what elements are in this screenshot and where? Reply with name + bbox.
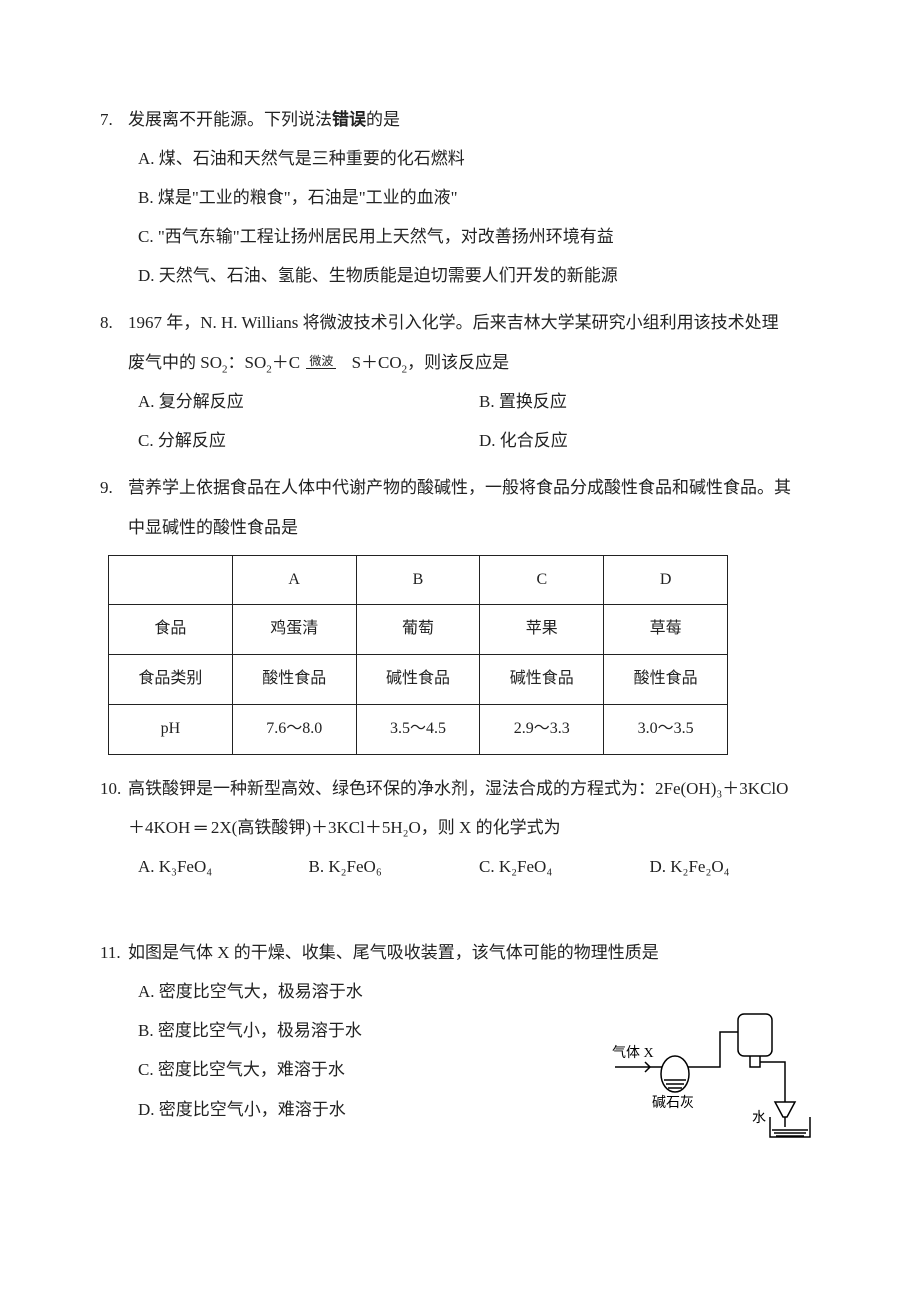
q7-number: 7. <box>100 100 128 139</box>
q7-option-d: D. 天然气、石油、氢能、生物质能是迫切需要人们开发的新能源 <box>138 256 618 295</box>
q7-option-a: A. 煤、石油和天然气是三种重要的化石燃料 <box>138 139 465 178</box>
q10-stem-line1: 高铁酸钾是一种新型高效、绿色环保的净水剂，湿法合成的方程式为：2Fe(OH)₃＋… <box>128 779 788 798</box>
question-11: 11. 如图是气体 X 的干燥、收集、尾气吸收装置，该气体可能的物理性质是 A.… <box>100 933 820 1142</box>
apparatus-diagram-icon: 气体 X 碱石灰 水 <box>610 1012 820 1142</box>
question-7: 7. 发展离不开能源。下列说法错误的是 A. 煤、石油和天然气是三种重要的化石燃… <box>100 100 820 295</box>
q8-number: 8. <box>100 303 128 382</box>
lime-label: 碱石灰 <box>652 1095 694 1111</box>
q8-text: 1967 年，N. H. Willians 将微波技术引入化学。后来吉林大学某研… <box>128 303 820 382</box>
q9-h4: D <box>604 555 728 605</box>
q7-option-b: B. 煤是"工业的粮食"，石油是"工业的血液" <box>138 178 458 217</box>
q11-option-a: A. 密度比空气大，极易溶于水 <box>138 972 363 1011</box>
q9-stem-line2: 中显碱性的酸性食品是 <box>128 518 298 537</box>
reaction-condition: 微波. <box>306 355 345 368</box>
water-label: 水 <box>752 1110 766 1126</box>
q8-options: A. 复分解反应 B. 置换反应 C. 分解反应 D. 化合反应 <box>100 382 820 460</box>
table-row: pH 7.6～8.0 3.5～4.5 2.9～3.3 3.0～3.5 <box>109 705 728 755</box>
q9-h1: A <box>232 555 356 605</box>
table-row: 食品 鸡蛋清 葡萄 苹果 草莓 <box>109 605 728 655</box>
question-10: 10. 高铁酸钾是一种新型高效、绿色环保的净水剂，湿法合成的方程式为：2Fe(O… <box>100 769 820 886</box>
q9-stem: 9. 营养学上依据食品在人体中代谢产物的酸碱性，一般将食品分成酸性食品和碱性食品… <box>100 468 820 546</box>
q10-option-d: D. K₂Fe₂O₄ <box>650 847 821 886</box>
q11-diagram: 气体 X 碱石灰 水 <box>600 972 820 1142</box>
q10-options: A. K₃FeO₄ B. K₂FeO₆ C. K₂FeO₄ D. K₂Fe₂O₄ <box>100 847 820 886</box>
q10-option-c: C. K₂FeO₄ <box>479 847 650 886</box>
q9-h0 <box>109 555 233 605</box>
question-9: 9. 营养学上依据食品在人体中代谢产物的酸碱性，一般将食品分成酸性食品和碱性食品… <box>100 468 820 754</box>
q11-option-c: C. 密度比空气大，难溶于水 <box>138 1050 345 1089</box>
q7-text: 发展离不开能源。下列说法错误的是 <box>128 100 820 139</box>
q9-number: 9. <box>100 468 128 546</box>
q9-stem-line1: 营养学上依据食品在人体中代谢产物的酸碱性，一般将食品分成酸性食品和碱性食品。其 <box>128 478 791 497</box>
q10-text: 高铁酸钾是一种新型高效、绿色环保的净水剂，湿法合成的方程式为：2Fe(OH)₃＋… <box>128 769 820 847</box>
q10-stem-line2: ＋4KOH ═ 2X(高铁酸钾)＋3KCl＋5H₂O，则 X 的化学式为 <box>128 818 561 837</box>
q8-option-c: C. 分解反应 <box>138 421 479 460</box>
q10-option-b: B. K₂FeO₆ <box>309 847 480 886</box>
q9-table: A B C D 食品 鸡蛋清 葡萄 苹果 草莓 食品类别 酸性食品 碱性食品 碱… <box>108 555 728 755</box>
q7-option-c: C. "西气东输"工程让扬州居民用上天然气，对改善扬州环境有益 <box>138 217 614 256</box>
q11-option-b: B. 密度比空气小，极易溶于水 <box>138 1011 362 1050</box>
q11-options: A. 密度比空气大，极易溶于水 B. 密度比空气小，极易溶于水 C. 密度比空气… <box>100 972 600 1128</box>
gas-x-label: 气体 X <box>612 1045 654 1061</box>
q10-stem: 10. 高铁酸钾是一种新型高效、绿色环保的净水剂，湿法合成的方程式为：2Fe(O… <box>100 769 820 847</box>
q7-stem-pre: 发展离不开能源。下列说法 <box>128 110 332 129</box>
q11-option-d: D. 密度比空气小，难溶于水 <box>138 1090 346 1129</box>
q9-text: 营养学上依据食品在人体中代谢产物的酸碱性，一般将食品分成酸性食品和碱性食品。其 … <box>128 468 820 546</box>
q10-option-a: A. K₃FeO₄ <box>138 847 309 886</box>
q11-stem: 11. 如图是气体 X 的干燥、收集、尾气吸收装置，该气体可能的物理性质是 <box>100 933 820 972</box>
q8-option-b: B. 置换反应 <box>479 382 820 421</box>
q7-stem: 7. 发展离不开能源。下列说法错误的是 <box>100 100 820 139</box>
q8-option-a: A. 复分解反应 <box>138 382 479 421</box>
q9-h3: C <box>480 555 604 605</box>
q11-number: 11. <box>100 933 128 972</box>
q11-stem-text: 如图是气体 X 的干燥、收集、尾气吸收装置，该气体可能的物理性质是 <box>128 933 820 972</box>
question-8: 8. 1967 年，N. H. Willians 将微波技术引入化学。后来吉林大… <box>100 303 820 460</box>
table-row: 食品类别 酸性食品 碱性食品 碱性食品 酸性食品 <box>109 655 728 705</box>
q8-option-d: D. 化合反应 <box>479 421 820 460</box>
table-row: A B C D <box>109 555 728 605</box>
q7-options: A. 煤、石油和天然气是三种重要的化石燃料 B. 煤是"工业的粮食"，石油是"工… <box>100 139 820 295</box>
q8-stem-line2: 废气中的 SO2：SO2＋C 微波. S＋CO2，则该反应是 <box>128 353 509 372</box>
q8-stem-line1: 1967 年，N. H. Willians 将微波技术引入化学。后来吉林大学某研… <box>128 313 779 332</box>
q10-number: 10. <box>100 769 128 847</box>
q9-h2: B <box>356 555 480 605</box>
q8-stem: 8. 1967 年，N. H. Willians 将微波技术引入化学。后来吉林大… <box>100 303 820 382</box>
q7-stem-post: 的是 <box>366 110 400 129</box>
q7-stem-bold: 错误 <box>332 110 366 129</box>
